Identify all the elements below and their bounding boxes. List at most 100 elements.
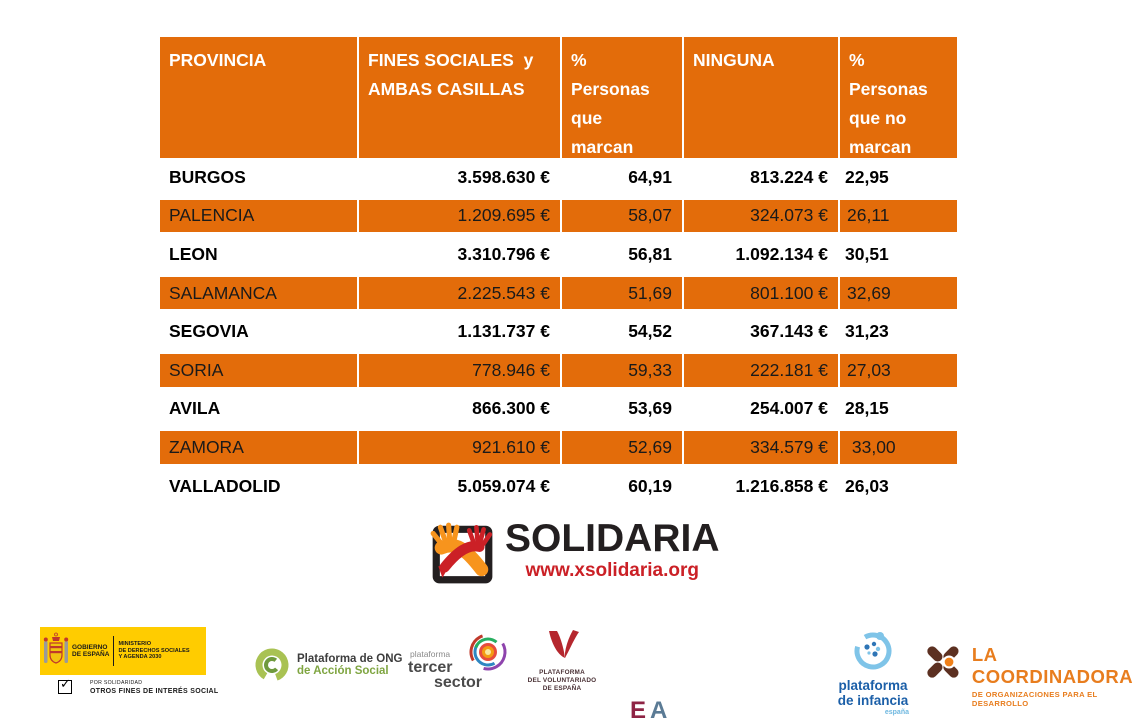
cell-fines-sociales: 1.131.737 € [457,321,550,342]
cell-provincia: ZAMORA [169,436,244,457]
logo-gobierno-espana: GOBIERNO DE ESPAÑA MINISTERIO DE DERECHO… [40,627,219,695]
eapn-letter-a: A [650,697,668,719]
ong-line1: Plataforma de ONG [297,652,403,665]
otros-fines-label: OTROS FINES DE INTERÉS SOCIAL [90,687,219,695]
infancia-espana-label: españa [884,709,909,716]
solidaria-logo: SOLIDARIA www.xsolidaria.org [427,518,720,588]
coordinadora-line1: LA COORDINADORA [971,644,1133,687]
gobierno-line1: GOBIERNO [72,643,108,651]
cell-fines-sociales: 866.300 € [472,398,550,419]
cell-pct-no-marcan: 31,23 [845,321,889,342]
cell-fines-sociales: 3.598.630 € [457,166,550,187]
solidaria-hands-icon [430,522,493,584]
cell-ninguna: 367.143 € [750,321,828,342]
infancia-face-icon [854,632,892,670]
ministerio-line1: MINISTERIO [118,640,152,647]
cell-fines-sociales: 2.225.543 € [357,276,560,310]
cell-pct-no-marcan: 33,00 [838,431,957,464]
col-header-pct-marcan: % Personas que marcan [560,37,682,162]
cell-fines-sociales: 1.209.695 € [357,199,560,233]
cell-pct-no-marcan: 26,11 [838,199,957,233]
col-header-provincia: PROVINCIA [169,50,267,70]
cell-provincia: BURGOS [169,166,246,187]
tercer-sector-spiral-icon [469,633,507,671]
voluntariado-line3: DE ESPAÑA [542,685,582,692]
ong-line2: de Acción Social [297,664,389,677]
table-body: BURGOS 3.598.630 € 64,91 813.224 € 22,95 PALE… [160,158,957,506]
data-table: PROVINCIA FINES SOCIALES y AMBAS CASILLA… [160,37,957,506]
logo-la-coordinadora: LA COORDINADORA DE ORGANIZACIONES PARA E… [922,638,1133,708]
table-row: AVILA 866.300 € 53,69 254.007 € 28,15 [160,389,957,429]
table-row: BURGOS 3.598.630 € 64,91 813.224 € 22,95 [160,158,957,197]
cell-pct-no-marcan: 22,95 [845,166,889,187]
spain-coat-of-arms-icon [43,632,69,664]
table-row: SALAMANCA 2.225.543 €51,69 801.100 €32,69 [160,273,957,313]
voluntariado-line1: PLATAFORMA [539,669,585,676]
voluntariado-line2: DEL VOLUNTARIADO [527,677,597,684]
cell-provincia: SALAMANCA [169,282,277,303]
cell-pct-no-marcan: 27,03 [838,353,957,387]
por-solidaridad-label: POR SOLIDARIDAD [90,680,143,686]
col-header-fines-sociales: FINES SOCIALES y AMBAS CASILLAS [357,37,560,162]
cell-provincia: LEON [169,243,218,264]
cell-pct-no-marcan: 32,69 [838,276,957,310]
ong-circle-icon [255,648,289,682]
logo-plataforma-ong: Plataforma de ONG de Acción Social [253,646,402,684]
cell-provincia: SEGOVIA [169,321,249,342]
cell-pct-marcan: 52,69 [560,431,682,464]
voluntariado-v-icon [549,630,579,658]
tercer-small-label: plataforma [410,649,451,659]
cell-provincia: SORIA [169,359,224,380]
cell-pct-marcan: 59,33 [560,353,682,387]
cell-ninguna: 1.216.858 € [735,475,828,496]
cell-fines-sociales: 778.946 € [357,353,560,387]
cell-ninguna: 334.579 € [682,431,838,464]
cell-pct-marcan: 53,69 [628,398,672,419]
col-header-ninguna: NINGUNA [682,37,838,162]
cell-provincia: AVILA [169,398,221,419]
cell-pct-marcan: 54,52 [628,321,672,342]
col-header-pct-no-marcan: % Personas que no marcan [838,37,957,162]
solidarity-checkbox-icon: ✓ [58,676,72,694]
tercer-line1: tercer [408,659,453,676]
cell-fines-sociales: 3.310.796 € [457,243,550,264]
gobierno-yellow-plate: GOBIERNO DE ESPAÑA MINISTERIO DE DERECHO… [40,627,206,675]
cell-ninguna: 324.073 € [682,199,838,233]
cell-ninguna: 222.181 € [682,353,838,387]
gobierno-divider [113,636,115,666]
cell-pct-marcan: 64,91 [628,166,672,187]
cell-pct-marcan: 58,07 [560,199,682,233]
eapn-letter-e: E [630,697,647,719]
ministerio-line2: DE DERECHOS SOCIALES [118,647,190,654]
cell-pct-no-marcan: 30,51 [845,243,889,264]
gobierno-line2: DE ESPAÑA [72,651,110,658]
coordinadora-clover-icon [927,646,959,678]
infancia-line1: plataforma [838,678,908,693]
logo-eapn: E A P N EUROPEAN ANTI POVERTY NETWORK ES [614,697,709,719]
table-row: LEON 3.310.796 € 56,81 1.092.134 € 30,51 [160,235,957,274]
table-header-row: PROVINCIA FINES SOCIALES y AMBAS CASILLA… [160,37,957,162]
solidaria-wordmark: SOLIDARIA [505,517,720,560]
cell-ninguna: 801.100 € [682,276,838,310]
cell-provincia: PALENCIA [169,205,255,226]
table-row: PALENCIA 1.209.695 €58,07 324.073 €26,11 [160,196,957,236]
tercer-line2: sector [434,674,483,691]
infancia-line2: de infancia [837,692,909,708]
cell-pct-marcan: 60,19 [628,475,672,496]
cell-ninguna: 1.092.134 € [735,243,828,264]
logo-plataforma-infancia: plataforma de infancia españa [831,628,915,716]
ministerio-line3: Y AGENDA 2030 [118,654,162,661]
cell-fines-sociales: 921.610 € [357,431,560,464]
coordinadora-line2: DE ORGANIZACIONES PARA EL DESARROLLO [971,690,1098,708]
cell-pct-marcan: 51,69 [560,276,682,310]
cell-pct-no-marcan: 28,15 [845,398,889,419]
table-row: VALLADOLID 5.059.074 € 60,19 1.216.858 € 26,… [160,466,957,506]
table-row: SEGOVIA 1.131.737 € 54,52 367.143 € 31,23 [160,312,957,351]
cell-fines-sociales: 5.059.074 € [457,475,550,496]
table-row: SORIA 778.946 €59,33 222.181 €27,03 [160,350,957,390]
solidaria-url: www.xsolidaria.org [525,560,699,581]
cell-pct-marcan: 56,81 [628,243,672,264]
logo-tercer-sector: plataforma tercer sector [408,632,508,702]
cell-provincia: VALLADOLID [169,475,281,496]
